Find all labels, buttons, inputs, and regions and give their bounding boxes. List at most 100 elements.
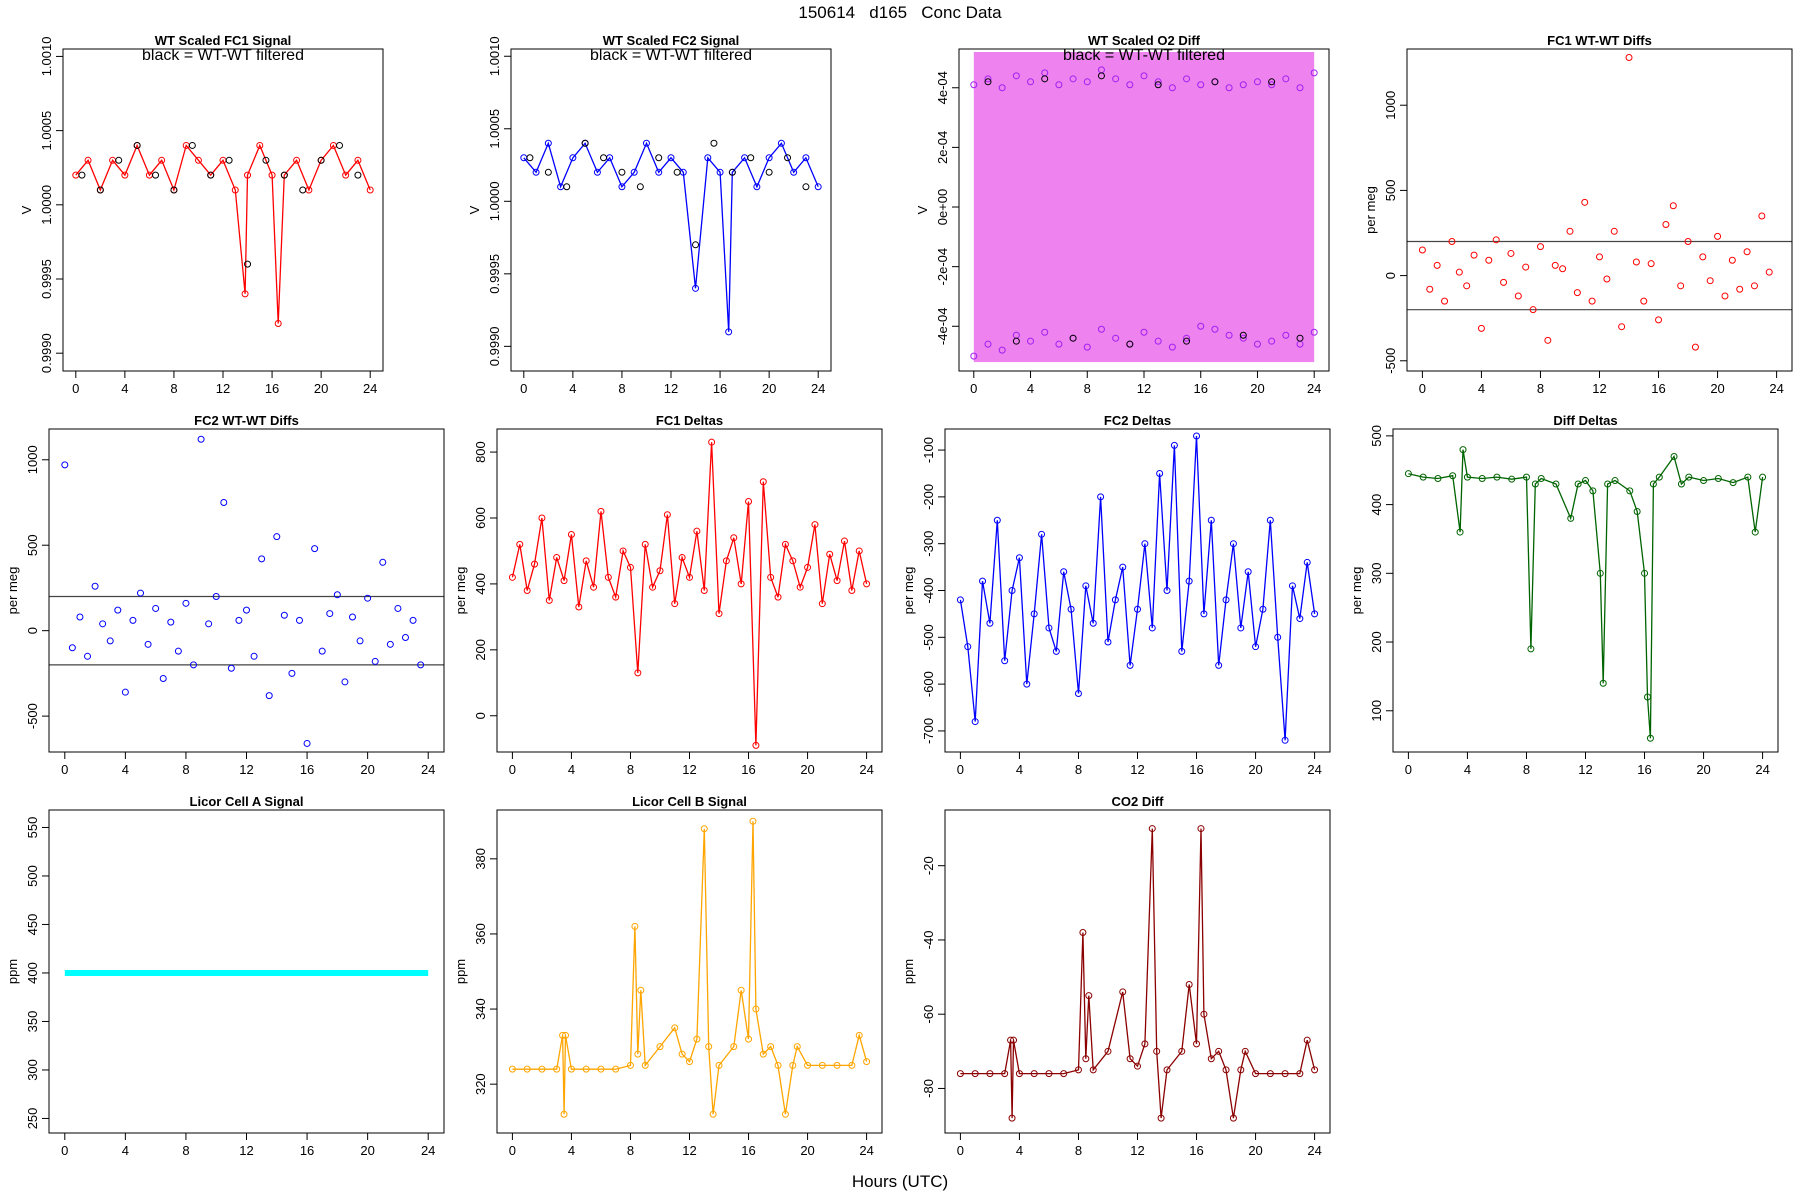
data-point bbox=[1215, 661, 1223, 669]
data-point bbox=[1237, 1066, 1245, 1074]
data-point bbox=[1097, 493, 1105, 501]
chart-panel-diff_deltas: 0 4 8 12 16 20 24 100 200 300 400 500 per meg Diff De… bbox=[1349, 413, 1779, 777]
data-point bbox=[1067, 605, 1075, 613]
data-point bbox=[715, 610, 723, 618]
y-axis-label: V bbox=[467, 205, 482, 214]
x-tick-label: 16 bbox=[300, 762, 314, 777]
data-point bbox=[1185, 980, 1193, 988]
data-point bbox=[1193, 432, 1201, 440]
data-point bbox=[1268, 78, 1276, 86]
x-tick-label: 20 bbox=[314, 381, 328, 396]
y-axis-label: V bbox=[19, 205, 34, 214]
data-point bbox=[227, 664, 235, 672]
data-point bbox=[538, 514, 546, 522]
data-point bbox=[1536, 243, 1544, 251]
y-tick-label: 1.0000 bbox=[39, 185, 54, 225]
x-tick-label: 0 bbox=[1419, 381, 1426, 396]
y-axis-label: V bbox=[915, 205, 930, 214]
y-tick-label: -40 bbox=[921, 931, 936, 950]
data-point bbox=[1493, 473, 1501, 481]
x-tick-label: 12 bbox=[1137, 381, 1151, 396]
x-tick-label: 20 bbox=[360, 1143, 374, 1158]
data-point bbox=[686, 1058, 693, 1066]
data-point bbox=[508, 1065, 516, 1073]
y-tick-label: -4e-04 bbox=[935, 307, 950, 345]
x-tick-label: 4 bbox=[122, 1143, 129, 1158]
data-point bbox=[1433, 261, 1441, 269]
data-point bbox=[993, 516, 1001, 524]
data-point bbox=[796, 583, 804, 591]
data-point bbox=[1441, 297, 1449, 305]
x-tick-label: 16 bbox=[1189, 762, 1203, 777]
x-tick-label: 16 bbox=[1651, 381, 1665, 396]
data-point bbox=[790, 168, 798, 176]
data-point bbox=[1237, 624, 1245, 632]
data-point bbox=[1288, 582, 1296, 590]
data-point bbox=[745, 498, 753, 506]
x-tick-label: 12 bbox=[1592, 381, 1606, 396]
x-tick-label: 16 bbox=[265, 381, 279, 396]
plot-area bbox=[1407, 54, 1792, 351]
data-point bbox=[692, 241, 700, 249]
data-point bbox=[848, 1061, 856, 1069]
data-point bbox=[1197, 825, 1205, 833]
data-point bbox=[1529, 306, 1537, 314]
data-point bbox=[1507, 249, 1515, 257]
y-tick-label: 300 bbox=[1369, 562, 1384, 584]
data-point bbox=[1055, 340, 1063, 348]
data-point bbox=[1207, 516, 1215, 524]
data-point bbox=[1281, 1070, 1289, 1078]
data-point bbox=[137, 589, 145, 597]
chart-panel-fc2_deltas: 0 4 8 12 16 20 24 -700 -600 -500 -400 -300 -200 -100 p… bbox=[901, 413, 1331, 777]
data-point bbox=[1253, 78, 1261, 86]
data-point bbox=[1183, 334, 1191, 342]
x-tick-label: 0 bbox=[957, 1143, 964, 1158]
data-point bbox=[1311, 610, 1319, 618]
x-tick-label: 4 bbox=[568, 1143, 575, 1158]
data-point bbox=[984, 78, 992, 86]
data-point bbox=[1274, 633, 1282, 641]
data-point bbox=[804, 563, 812, 571]
data-point bbox=[956, 1070, 964, 1078]
data-point bbox=[833, 1061, 841, 1069]
data-point bbox=[1197, 81, 1205, 89]
data-point bbox=[560, 1110, 568, 1118]
data-point bbox=[244, 171, 252, 179]
x-tick-label: 16 bbox=[1637, 762, 1651, 777]
data-point bbox=[560, 577, 568, 585]
chart-annotation: black = WT-WT filtered bbox=[142, 47, 304, 64]
data-point bbox=[1259, 605, 1267, 613]
y-tick-label: 1.0010 bbox=[487, 36, 502, 76]
x-tick-label: 20 bbox=[1248, 1143, 1262, 1158]
data-point bbox=[833, 577, 841, 585]
data-point bbox=[630, 168, 638, 176]
data-point bbox=[1148, 624, 1156, 632]
x-tick-label: 24 bbox=[421, 762, 435, 777]
data-point bbox=[531, 560, 539, 568]
data-point bbox=[767, 1043, 775, 1051]
x-tick-label: 4 bbox=[1027, 381, 1034, 396]
data-point bbox=[299, 186, 307, 194]
data-point bbox=[1015, 554, 1023, 562]
data-point bbox=[1632, 258, 1640, 266]
data-point bbox=[986, 619, 994, 627]
data-point bbox=[700, 825, 708, 833]
series-line-0 bbox=[511, 442, 868, 746]
data-point bbox=[262, 156, 270, 164]
data-point bbox=[1736, 285, 1744, 293]
data-point bbox=[144, 640, 152, 648]
data-point bbox=[1478, 474, 1486, 482]
data-point bbox=[618, 183, 626, 191]
x-tick-label: 24 bbox=[859, 1143, 873, 1158]
data-point bbox=[781, 540, 789, 548]
data-point bbox=[1266, 1070, 1274, 1078]
data-point bbox=[342, 171, 350, 179]
data-point bbox=[1691, 343, 1699, 351]
y-tick-label: 200 bbox=[473, 639, 488, 661]
data-point bbox=[1669, 202, 1677, 210]
data-point bbox=[532, 168, 540, 176]
y-tick-label: 450 bbox=[25, 914, 40, 936]
data-point bbox=[1052, 647, 1060, 655]
series-line-0 bbox=[512, 821, 868, 1115]
data-point bbox=[575, 603, 583, 611]
